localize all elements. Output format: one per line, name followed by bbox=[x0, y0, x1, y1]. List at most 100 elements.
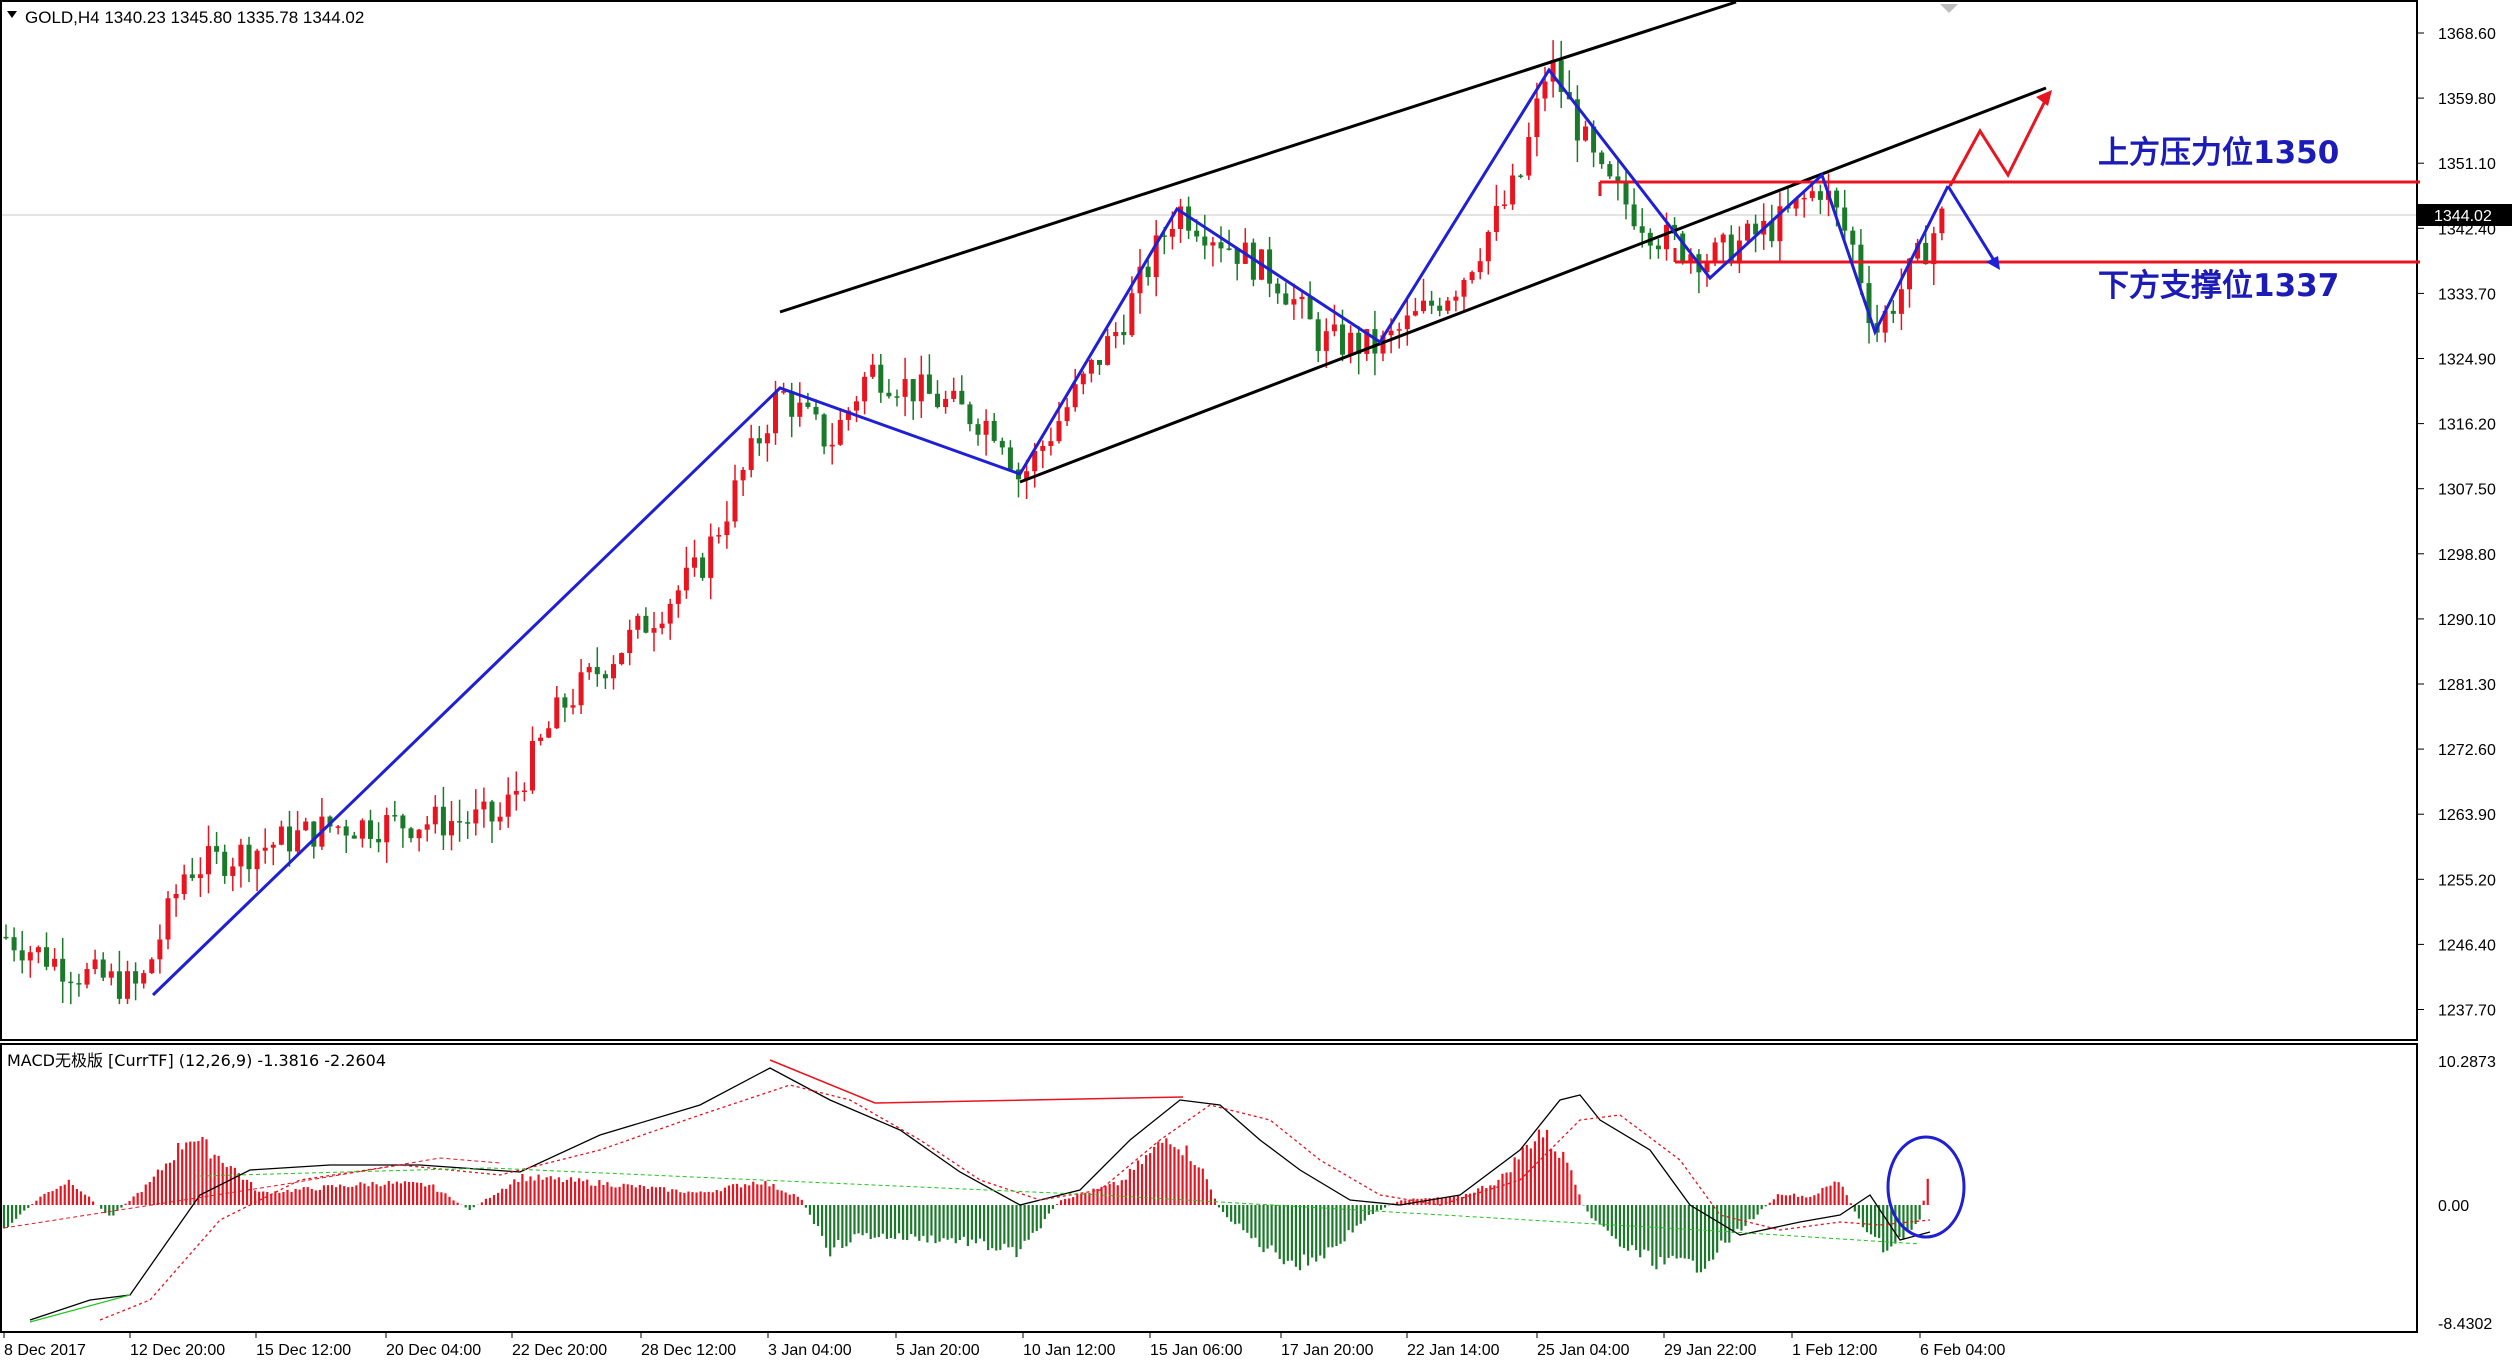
forecast-down-arrow-icon bbox=[1986, 256, 2000, 270]
candle-body bbox=[1526, 137, 1532, 176]
candle-body bbox=[1688, 254, 1694, 261]
candle-body bbox=[1404, 315, 1410, 330]
candle-body bbox=[643, 615, 649, 633]
candle-body bbox=[1429, 300, 1435, 306]
candle-body bbox=[821, 414, 827, 447]
candle-body bbox=[1040, 445, 1046, 451]
forecast-up-path bbox=[1948, 96, 2049, 187]
candle-body bbox=[675, 590, 681, 604]
candle-body bbox=[683, 567, 689, 591]
divergence-green-lower bbox=[29, 1294, 131, 1323]
candle-body bbox=[910, 379, 916, 402]
resistance-annotation: 上方压力位1350 bbox=[2098, 135, 2339, 171]
candle-body bbox=[368, 820, 373, 839]
time-tick-label: 10 Jan 12:00 bbox=[1023, 1342, 1116, 1359]
candle-body bbox=[1421, 300, 1426, 312]
candle-body bbox=[1234, 248, 1240, 264]
candle-body bbox=[724, 521, 730, 536]
candle-body bbox=[408, 828, 414, 839]
candle-body bbox=[554, 697, 560, 729]
candle-body bbox=[1267, 249, 1273, 284]
scroll-marker-icon[interactable] bbox=[1940, 4, 1958, 13]
candle-body bbox=[1793, 198, 1799, 209]
time-tick-label: 28 Dec 12:00 bbox=[641, 1342, 736, 1359]
candle-body bbox=[287, 826, 292, 852]
candle-body bbox=[546, 728, 552, 738]
candle-body bbox=[538, 737, 544, 741]
candle-body bbox=[797, 402, 803, 417]
triangle-down-icon[interactable] bbox=[7, 11, 17, 18]
candle-body bbox=[1834, 190, 1840, 208]
candle-body bbox=[1437, 305, 1443, 311]
candle-body bbox=[11, 937, 17, 951]
candle-body bbox=[1599, 152, 1605, 165]
candle-body bbox=[1064, 407, 1070, 422]
candle-body bbox=[756, 438, 762, 444]
candle-body bbox=[84, 969, 90, 985]
candle-body bbox=[1105, 336, 1111, 365]
candle-body bbox=[926, 374, 932, 394]
candle-body bbox=[1931, 233, 1937, 265]
candle-body bbox=[19, 950, 25, 961]
candle-body bbox=[392, 815, 398, 817]
candle-body bbox=[935, 393, 940, 408]
candle-body bbox=[1518, 175, 1524, 177]
candle-body bbox=[1858, 244, 1864, 284]
candle-body bbox=[975, 424, 981, 435]
candle-body bbox=[1056, 421, 1062, 442]
candle-body bbox=[3, 936, 9, 939]
candle-body bbox=[1380, 335, 1386, 354]
candle-body bbox=[1502, 204, 1507, 206]
candle-body bbox=[1469, 272, 1475, 281]
candle-body bbox=[1048, 441, 1054, 446]
candle-body bbox=[991, 420, 997, 441]
candle-body bbox=[1777, 206, 1783, 242]
candle-body bbox=[813, 406, 819, 415]
candle-body bbox=[1445, 300, 1451, 311]
divergence-green-line bbox=[199, 1167, 1921, 1245]
candle-body bbox=[141, 973, 147, 984]
candle-body bbox=[1753, 223, 1759, 235]
time-tick-label: 22 Jan 14:00 bbox=[1407, 1342, 1500, 1359]
candle-body bbox=[359, 820, 365, 839]
channel-lower-line-1 bbox=[1019, 86, 2047, 484]
time-tick-label: 17 Jan 20:00 bbox=[1281, 1342, 1374, 1359]
macd-tick-label: 10.2873 bbox=[2438, 1054, 2496, 1071]
candle-body bbox=[238, 844, 244, 867]
candle-body bbox=[1097, 360, 1102, 365]
candle-body bbox=[1202, 236, 1208, 246]
candle-body bbox=[1315, 319, 1321, 351]
candle-body bbox=[27, 952, 33, 961]
price-tick-label: 1246.40 bbox=[2438, 937, 2496, 954]
candle-body bbox=[157, 939, 163, 960]
candle-body bbox=[635, 615, 641, 630]
candle-body bbox=[1907, 258, 1912, 290]
time-axis: 8 Dec 2017 12 Dec 20:00 15 Dec 12:00 20 Dec… bbox=[3, 1332, 2006, 1359]
candle-body bbox=[854, 401, 859, 411]
candle-body bbox=[999, 440, 1005, 448]
candle-body bbox=[878, 364, 884, 393]
macd-tick-label: 0.00 bbox=[2438, 1198, 2469, 1215]
candle-body bbox=[149, 959, 155, 974]
time-tick-label: 20 Dec 04:00 bbox=[386, 1342, 481, 1359]
candle-body bbox=[611, 664, 616, 679]
price-tick-label: 1263.90 bbox=[2438, 807, 2496, 824]
candle-body bbox=[343, 826, 349, 836]
candle-body bbox=[959, 390, 965, 405]
price-tick-label: 1281.30 bbox=[2438, 677, 2496, 694]
candle-body bbox=[951, 390, 957, 399]
candle-body bbox=[1137, 266, 1143, 294]
support-annotation: 下方支撑位1337 bbox=[2098, 268, 2339, 304]
candle-body bbox=[214, 846, 220, 852]
candle-body bbox=[1283, 293, 1289, 305]
candle-body bbox=[1623, 182, 1629, 205]
macd-indicator: 10.2873 0.00 -8.4302 bbox=[2, 1054, 2496, 1333]
candle-body bbox=[1801, 197, 1807, 200]
price-tick-label: 1368.60 bbox=[2438, 26, 2496, 43]
price-axis: 1368.601359.801351.101342.401333.701324.… bbox=[2417, 26, 2496, 1020]
candle-body bbox=[1591, 126, 1597, 153]
candle-body bbox=[181, 874, 187, 894]
candle-body bbox=[1485, 231, 1491, 262]
candle-body bbox=[1178, 206, 1183, 229]
